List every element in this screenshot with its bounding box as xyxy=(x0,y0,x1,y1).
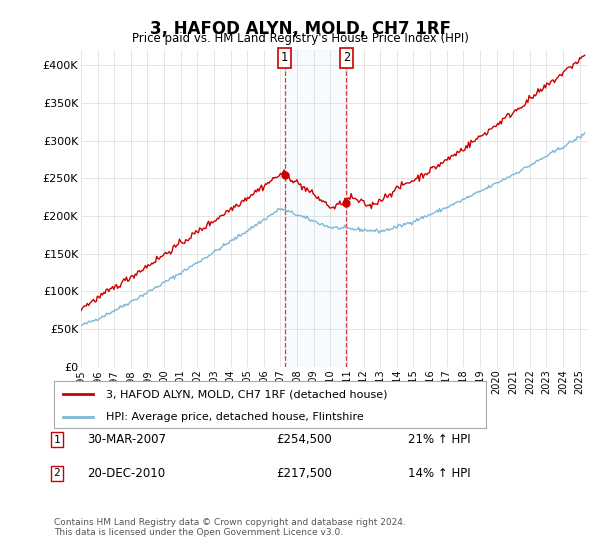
Text: 1: 1 xyxy=(53,435,61,445)
Text: 30-MAR-2007: 30-MAR-2007 xyxy=(87,433,166,446)
Text: £254,500: £254,500 xyxy=(276,433,332,446)
Text: HPI: Average price, detached house, Flintshire: HPI: Average price, detached house, Flin… xyxy=(106,412,364,422)
Text: Contains HM Land Registry data © Crown copyright and database right 2024.
This d: Contains HM Land Registry data © Crown c… xyxy=(54,518,406,538)
Text: Price paid vs. HM Land Registry's House Price Index (HPI): Price paid vs. HM Land Registry's House … xyxy=(131,32,469,45)
Text: 1: 1 xyxy=(281,52,288,64)
Text: 2: 2 xyxy=(53,468,61,478)
Text: 3, HAFOD ALYN, MOLD, CH7 1RF (detached house): 3, HAFOD ALYN, MOLD, CH7 1RF (detached h… xyxy=(106,389,388,399)
Text: £217,500: £217,500 xyxy=(276,466,332,480)
Text: 2: 2 xyxy=(343,52,350,64)
Text: 21% ↑ HPI: 21% ↑ HPI xyxy=(408,433,470,446)
Text: 20-DEC-2010: 20-DEC-2010 xyxy=(87,466,165,480)
Text: 3, HAFOD ALYN, MOLD, CH7 1RF: 3, HAFOD ALYN, MOLD, CH7 1RF xyxy=(149,20,451,38)
Bar xyxy=(284,50,346,367)
Text: 14% ↑ HPI: 14% ↑ HPI xyxy=(408,466,470,480)
